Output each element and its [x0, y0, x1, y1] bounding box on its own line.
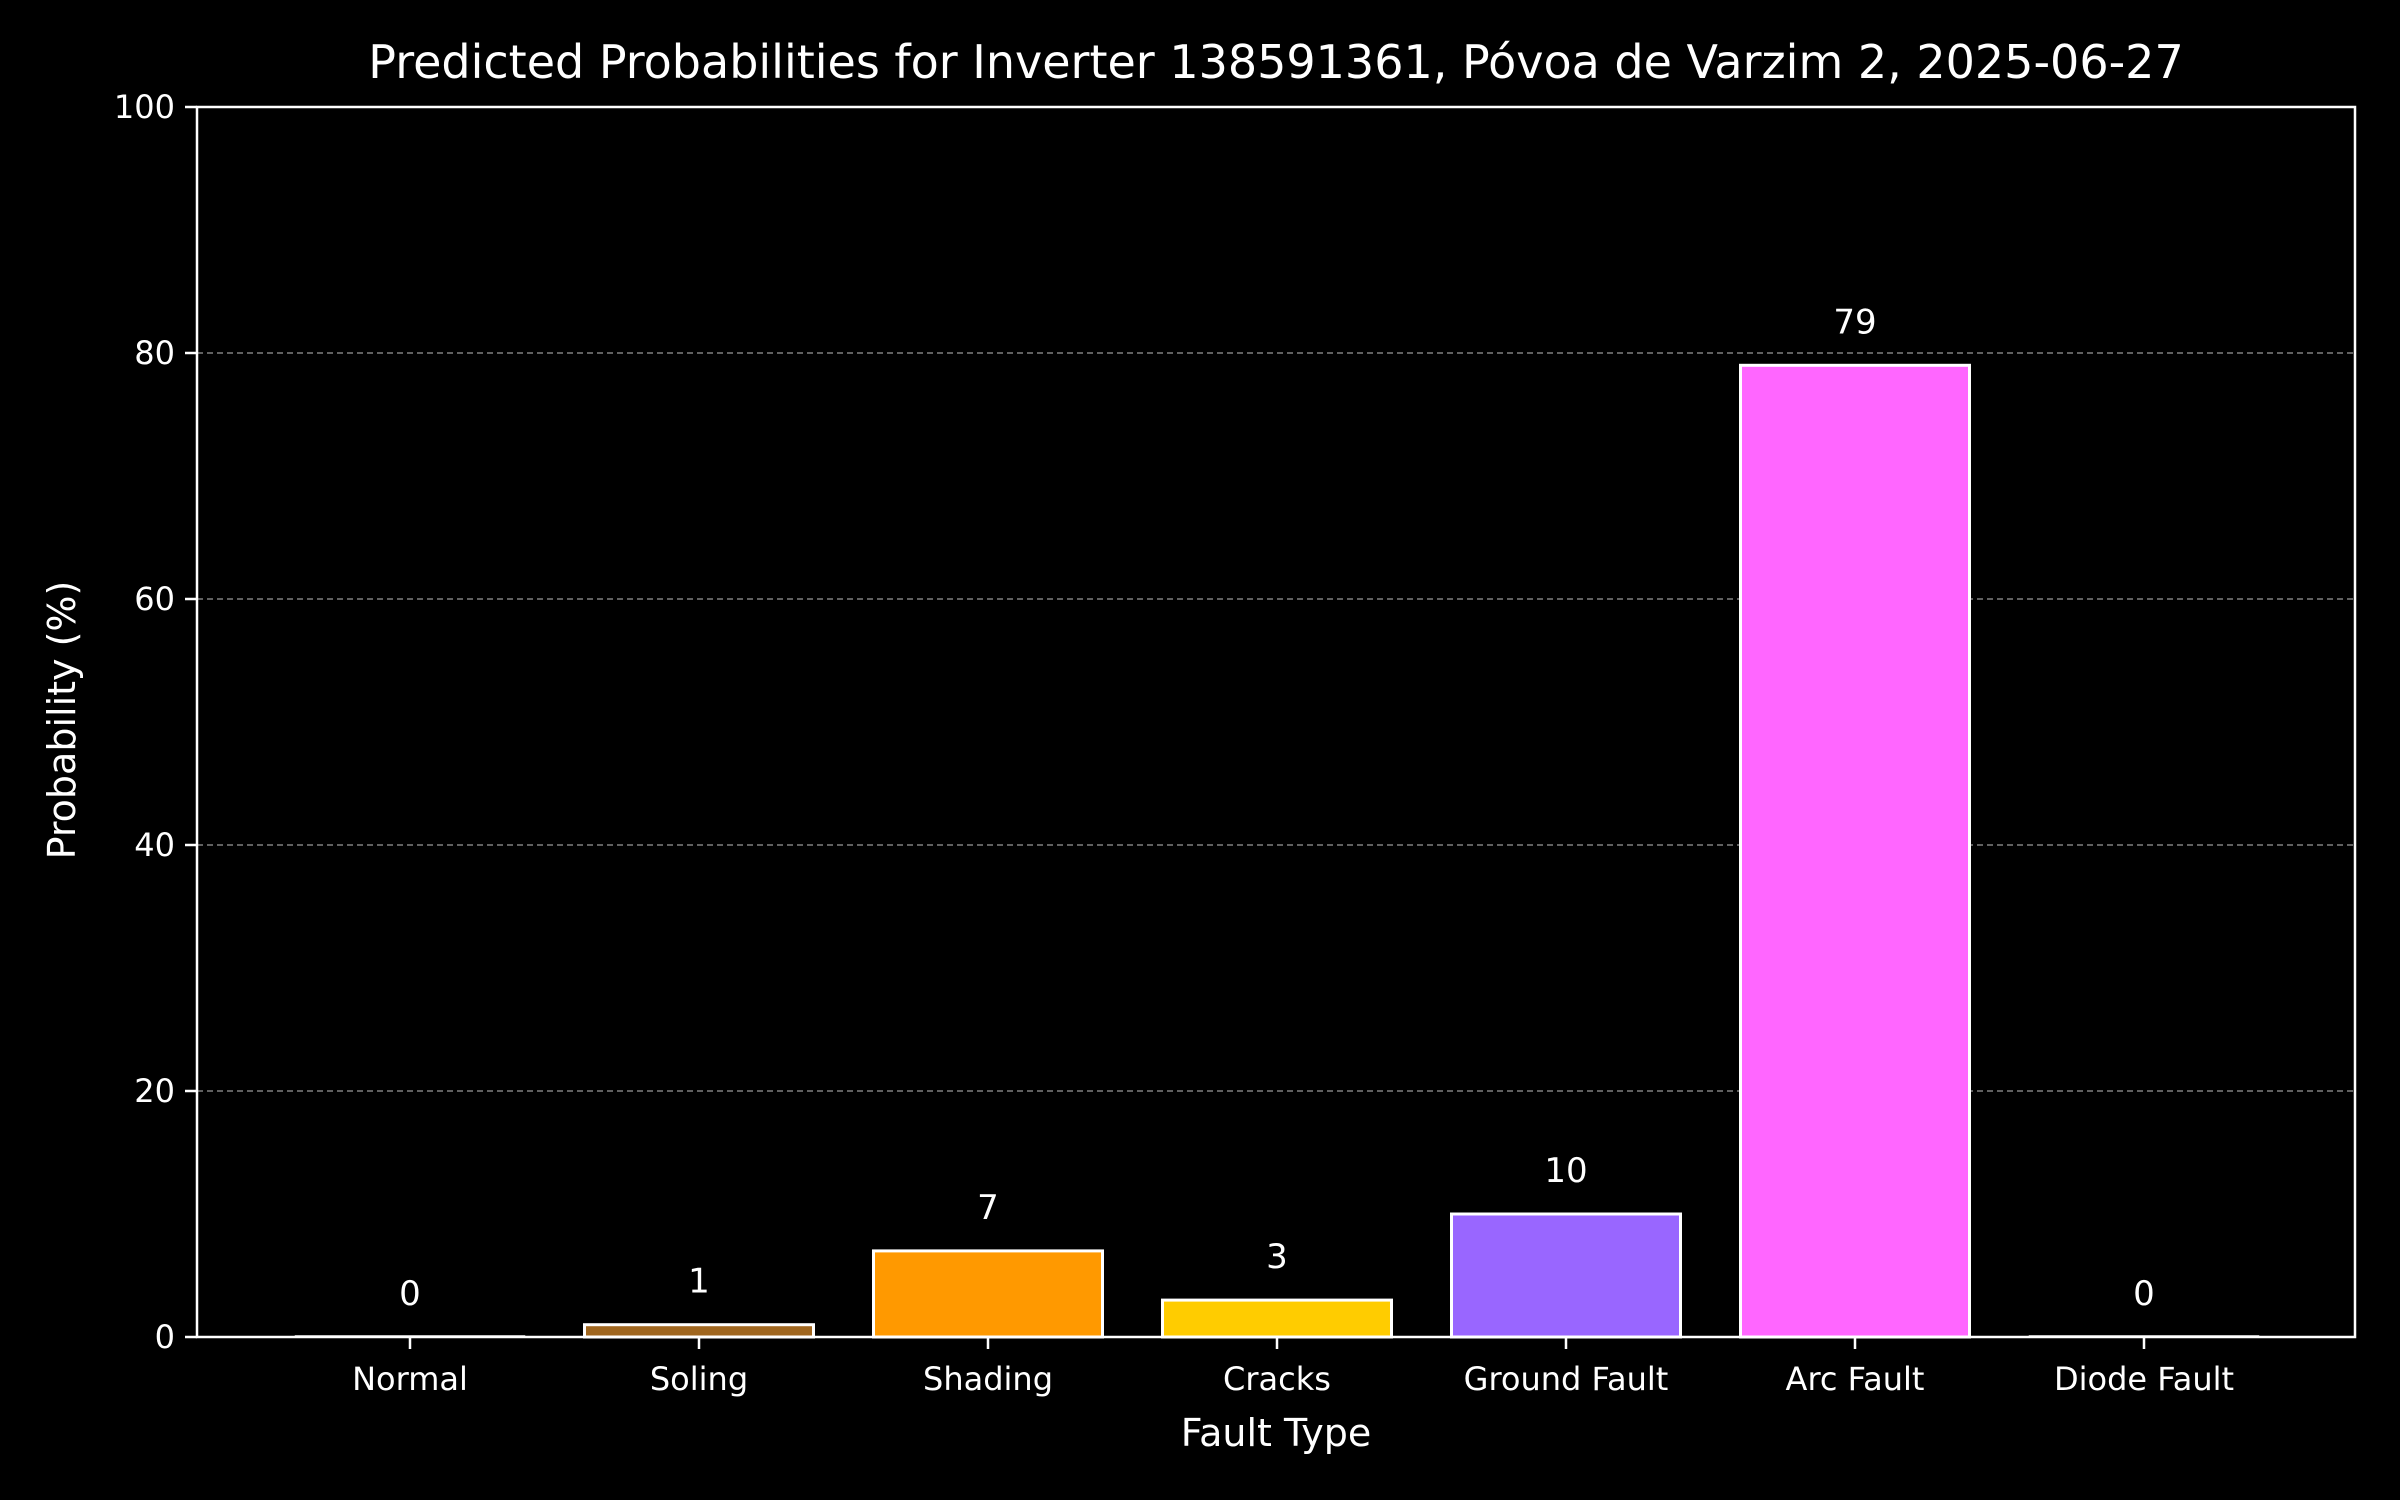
bar-value-label: 7 — [977, 1188, 999, 1228]
y-tick-label: 80 — [134, 334, 175, 372]
x-tick-label: Diode Fault — [2054, 1360, 2234, 1398]
bar-value-label: 79 — [1833, 302, 1876, 342]
y-tick-label: 20 — [134, 1072, 175, 1110]
bar — [1161, 1298, 1393, 1339]
y-axis-label: Probability (%) — [40, 581, 84, 860]
y-tick-label: 40 — [134, 826, 175, 864]
x-tick-label: Arc Fault — [1786, 1360, 1925, 1398]
x-axis-ticks: Normal Soling Shading Cracks Ground Fault Arc… — [352, 1337, 2234, 1398]
bar-value-label: 3 — [1266, 1237, 1288, 1277]
data-labels: 0 1 7 3 10 79 0 — [399, 302, 2155, 1314]
x-tick-label: Soling — [650, 1360, 748, 1398]
y-tick-label: 0 — [155, 1318, 175, 1356]
bar — [1739, 363, 1971, 1339]
y-tick-label: 100 — [114, 88, 175, 126]
y-axis-ticks: 0 20 40 60 80 100 — [114, 88, 197, 1356]
x-tick-label: Shading — [923, 1360, 1053, 1398]
bar-value-label: 10 — [1544, 1151, 1587, 1191]
bar-value-label: 1 — [688, 1262, 710, 1302]
x-tick-label: Cracks — [1223, 1360, 1331, 1398]
bar — [872, 1249, 1104, 1339]
bar-value-label: 0 — [399, 1274, 421, 1314]
x-tick-label: Ground Fault — [1464, 1360, 1669, 1398]
plot-frame — [195, 105, 2357, 1339]
bar — [583, 1323, 815, 1339]
x-tick-label: Normal — [352, 1360, 468, 1398]
x-axis-label: Fault Type — [1181, 1411, 1372, 1455]
bar — [1450, 1212, 1682, 1339]
y-tick-label: 60 — [134, 580, 175, 618]
bar-value-label: 0 — [2133, 1274, 2155, 1314]
chart-title: Predicted Probabilities for Inverter 138… — [368, 35, 2183, 89]
